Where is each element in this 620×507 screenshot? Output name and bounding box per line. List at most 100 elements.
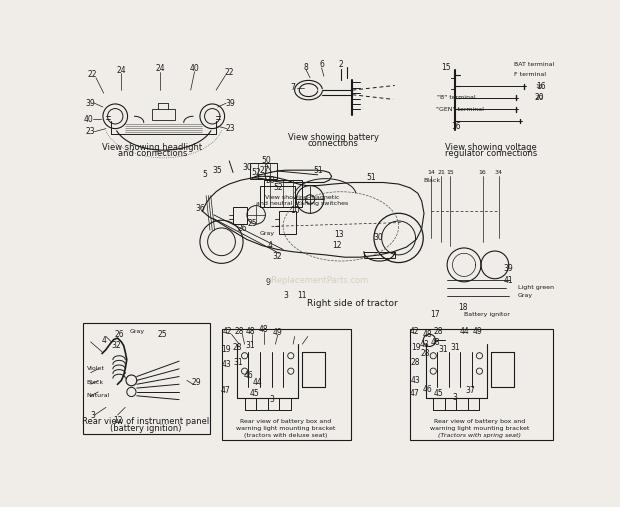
Text: 4: 4 <box>268 241 272 250</box>
Text: (battery ignition): (battery ignition) <box>110 424 182 432</box>
Text: 44: 44 <box>459 328 469 336</box>
Text: 16: 16 <box>536 84 543 89</box>
Text: 4: 4 <box>101 336 106 345</box>
Text: 43: 43 <box>419 340 429 349</box>
Text: View showing magnetic: View showing magnetic <box>265 195 340 200</box>
Text: 8: 8 <box>304 62 309 71</box>
Text: 34: 34 <box>495 170 503 175</box>
Text: Natural: Natural <box>87 393 110 399</box>
Text: 42: 42 <box>410 327 420 336</box>
Text: 9: 9 <box>265 278 270 287</box>
Text: 30: 30 <box>242 163 252 171</box>
Bar <box>152 108 175 120</box>
Text: 42: 42 <box>223 328 232 336</box>
Text: 50: 50 <box>261 157 271 165</box>
Text: 47: 47 <box>221 386 230 395</box>
Bar <box>279 211 296 234</box>
Text: 22: 22 <box>224 68 234 77</box>
Text: 51: 51 <box>313 166 322 175</box>
Text: "B" terminal: "B" terminal <box>437 95 476 100</box>
Text: 47: 47 <box>410 389 420 398</box>
Text: Violet: Violet <box>87 367 105 371</box>
Text: 46: 46 <box>422 385 432 394</box>
Text: 15: 15 <box>441 62 450 71</box>
Text: 35: 35 <box>213 166 223 175</box>
Text: warning light mounting bracket: warning light mounting bracket <box>430 426 529 430</box>
Text: Gray: Gray <box>518 293 533 298</box>
Text: 39: 39 <box>86 99 95 107</box>
Text: "GEN" terminal: "GEN" terminal <box>436 107 484 112</box>
Text: 49: 49 <box>473 328 483 336</box>
Text: 11: 11 <box>298 291 307 300</box>
Text: BAT terminal: BAT terminal <box>514 62 554 67</box>
Text: Black: Black <box>87 380 104 385</box>
Text: 40: 40 <box>84 115 93 124</box>
Text: 49: 49 <box>273 328 283 337</box>
Text: Right side of tractor: Right side of tractor <box>307 299 398 308</box>
Text: 31: 31 <box>450 343 459 352</box>
Bar <box>83 322 210 434</box>
Text: 17: 17 <box>430 310 440 319</box>
Text: 25: 25 <box>157 330 167 339</box>
Text: Rear view of battery box and: Rear view of battery box and <box>434 419 525 424</box>
Text: 43: 43 <box>410 376 420 385</box>
Text: 30: 30 <box>265 176 275 185</box>
Text: 48: 48 <box>259 325 268 334</box>
Text: 16: 16 <box>536 82 546 91</box>
Bar <box>260 186 294 207</box>
Bar <box>364 252 395 258</box>
Text: 28: 28 <box>234 328 244 336</box>
Text: 28: 28 <box>232 343 242 352</box>
Text: 48: 48 <box>245 328 255 336</box>
Text: and connections: and connections <box>118 149 187 158</box>
Text: 28: 28 <box>421 349 430 358</box>
Text: 20: 20 <box>536 95 544 100</box>
Bar <box>250 163 277 178</box>
Text: 31: 31 <box>438 345 448 354</box>
Text: 46: 46 <box>244 371 254 380</box>
Text: Rear view of battery box and: Rear view of battery box and <box>240 419 331 424</box>
Text: (tractors with deluxe seat): (tractors with deluxe seat) <box>244 432 327 438</box>
Text: 16: 16 <box>451 122 461 131</box>
Text: connections: connections <box>308 139 358 149</box>
Bar <box>410 329 552 441</box>
Text: 48: 48 <box>422 330 432 339</box>
Text: 14: 14 <box>427 170 435 175</box>
Text: 45: 45 <box>434 389 443 398</box>
Text: 36: 36 <box>195 204 205 213</box>
Text: Rear view of instrument panel: Rear view of instrument panel <box>82 417 210 426</box>
Text: Black: Black <box>423 177 440 183</box>
Text: 23: 23 <box>86 127 95 136</box>
Text: 5: 5 <box>202 169 207 178</box>
Text: 26: 26 <box>237 224 247 233</box>
Text: 32: 32 <box>111 341 121 350</box>
Text: Battery ignitor: Battery ignitor <box>464 312 510 317</box>
Text: 40: 40 <box>190 64 200 73</box>
Text: 41: 41 <box>504 276 513 285</box>
Text: 48: 48 <box>431 338 440 347</box>
Text: 52: 52 <box>273 183 283 192</box>
Text: 31: 31 <box>234 358 243 367</box>
Text: Gray: Gray <box>260 231 275 236</box>
Text: 3: 3 <box>269 395 274 404</box>
Text: 19: 19 <box>410 343 420 352</box>
Text: 10: 10 <box>290 206 299 215</box>
Text: 6: 6 <box>319 60 324 69</box>
Bar <box>221 329 351 441</box>
Text: 20: 20 <box>534 93 544 102</box>
Text: F terminal: F terminal <box>514 72 546 77</box>
Text: 2: 2 <box>339 60 343 69</box>
Text: 28: 28 <box>434 328 443 336</box>
Text: 45: 45 <box>250 389 260 398</box>
Text: 39: 39 <box>504 264 513 273</box>
Bar <box>233 207 247 224</box>
Text: 7: 7 <box>291 83 296 92</box>
Text: 25: 25 <box>247 219 257 228</box>
Text: 3: 3 <box>91 411 95 419</box>
Text: 44: 44 <box>253 378 262 387</box>
Text: 22: 22 <box>87 70 97 79</box>
Text: 12: 12 <box>113 416 122 425</box>
Text: Light green: Light green <box>518 285 554 291</box>
Text: Gray: Gray <box>129 330 144 335</box>
Text: View showing headlight: View showing headlight <box>102 142 202 152</box>
